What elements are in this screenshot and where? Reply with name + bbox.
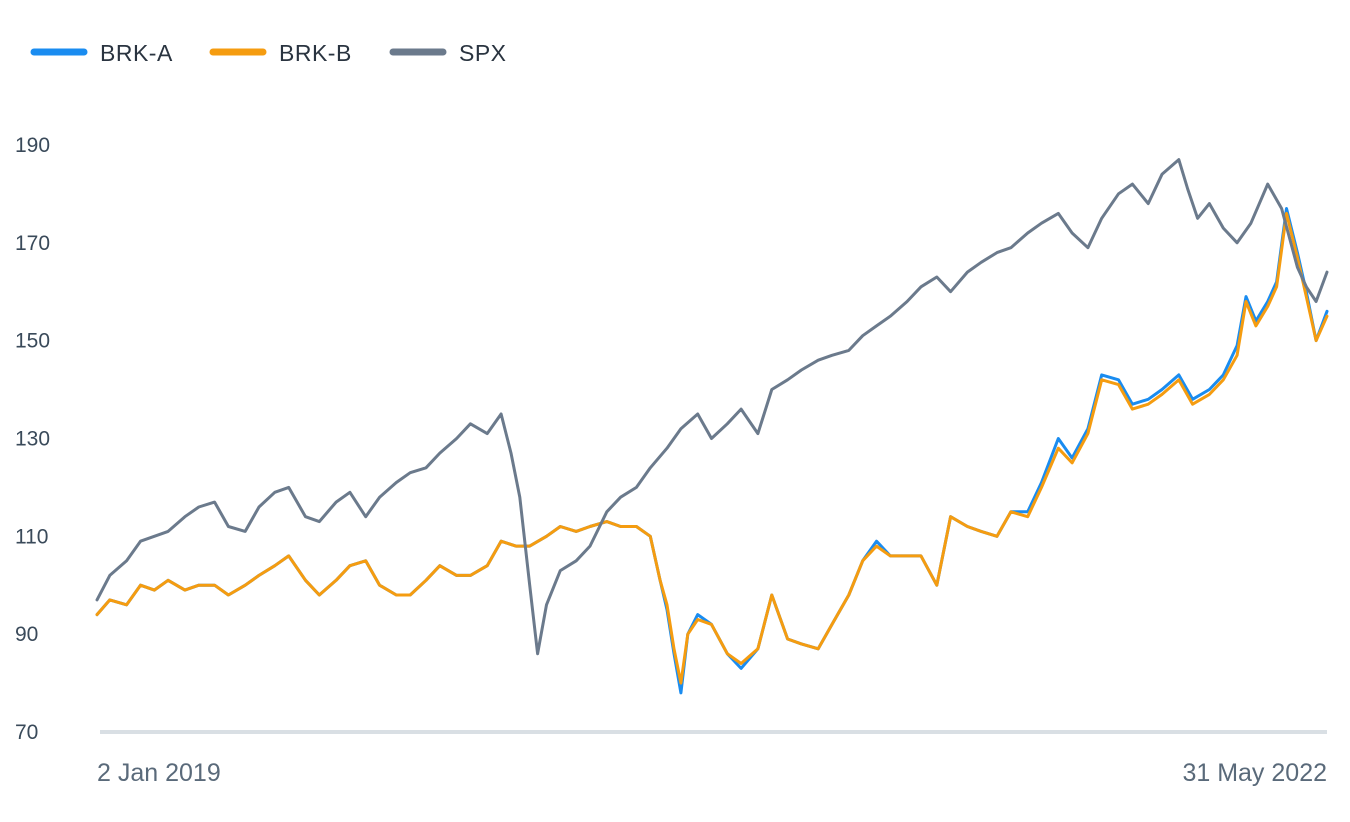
y-tick-label: 190 [15, 134, 50, 157]
y-tick-label: 170 [15, 232, 50, 255]
legend-item-brk-b[interactable]: BRK-B [209, 40, 352, 66]
legend: BRK-A BRK-B SPX [30, 40, 507, 66]
y-tick-label: 150 [15, 330, 50, 353]
series-line-spx [95, 158, 1329, 656]
legend-label: BRK-A [100, 40, 173, 66]
legend-label: SPX [459, 40, 507, 66]
series-line-brk-b [95, 211, 1329, 685]
legend-label: BRK-B [279, 40, 352, 66]
y-tick-label: 90 [15, 623, 38, 646]
legend-item-spx[interactable]: SPX [389, 40, 507, 66]
y-axis-ticks: 70 90 110 130 150 170 190 [15, 134, 50, 744]
legend-item-brk-a[interactable]: BRK-A [30, 40, 173, 66]
y-tick-label: 130 [15, 427, 50, 450]
y-tick-label: 70 [15, 721, 38, 744]
y-tick-label: 110 [15, 525, 48, 548]
x-tick-label-end: 31 May 2022 [1182, 759, 1327, 787]
series-line-brk-a [95, 207, 1329, 695]
x-tick-label-start: 2 Jan 2019 [97, 759, 221, 787]
series-lines [95, 158, 1329, 695]
